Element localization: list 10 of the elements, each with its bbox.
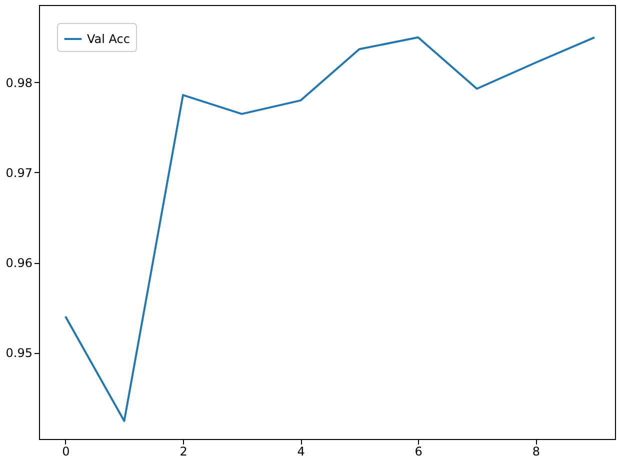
x-tick-label: 6 [414, 444, 422, 458]
legend-label: Val Acc [87, 32, 130, 46]
x-tick-label: 2 [180, 444, 188, 458]
x-tick-label: 0 [62, 444, 70, 458]
y-tick-label: 0.98 [6, 76, 32, 90]
x-tick-label: 4 [297, 444, 305, 458]
y-tick-label: 0.97 [6, 166, 32, 180]
y-tick-label: 0.96 [6, 256, 32, 270]
x-tick-label: 8 [532, 444, 540, 458]
y-tick-label: 0.95 [6, 346, 32, 360]
